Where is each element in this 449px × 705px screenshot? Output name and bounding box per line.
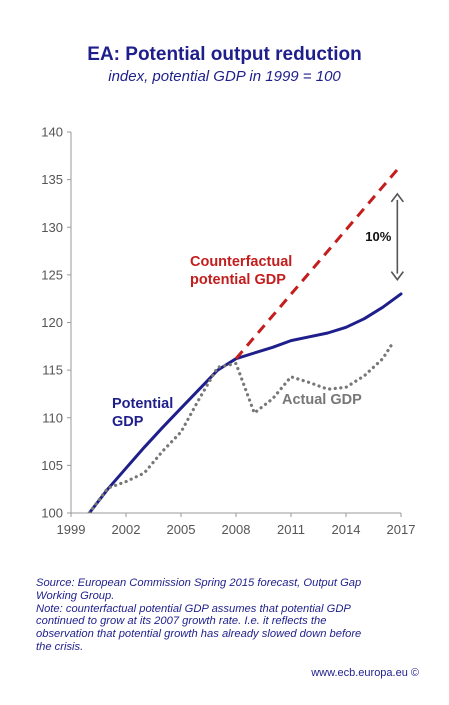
x-tick-label: 2008 bbox=[222, 522, 251, 537]
counterfactual-label-line: Counterfactual bbox=[190, 254, 292, 270]
x-tick-label: 2014 bbox=[332, 522, 361, 537]
source-line-1: Source: European Commission Spring 2015 … bbox=[36, 577, 362, 589]
y-tick-label: 115 bbox=[42, 363, 63, 378]
y-tick-label: 135 bbox=[41, 172, 63, 187]
potential-gdp-label-line: GDP bbox=[112, 414, 144, 430]
gap-label: 10% bbox=[365, 229, 391, 244]
line-chart: 100 105 110 115 120 125 130 135 140 1999 2002 2005 2… bbox=[41, 125, 416, 538]
y-tick-label: 100 bbox=[41, 506, 63, 521]
x-tick-label: 2011 bbox=[277, 522, 305, 537]
counterfactual-label-line: potential GDP bbox=[190, 272, 286, 288]
y-tick-label: 105 bbox=[41, 458, 63, 473]
y-tick-label: 120 bbox=[41, 315, 63, 330]
x-tick-label: 2017 bbox=[387, 522, 416, 537]
chart-subtitle: index, potential GDP in 1999 = 100 bbox=[108, 68, 341, 85]
counterfactual-label: Counterfactual potential GDP bbox=[190, 254, 292, 288]
actual-gdp-label: Actual GDP bbox=[282, 392, 362, 408]
potential-gdp-label: Potential GDP bbox=[112, 396, 173, 430]
y-tick-label: 130 bbox=[41, 220, 63, 235]
potential-gdp-line bbox=[87, 292, 403, 513]
website-link[interactable]: www.ecb.europa.eu © bbox=[311, 667, 419, 679]
note-line-2: continued to grow at its 2007 growth rat… bbox=[36, 615, 327, 628]
y-tick-label: 125 bbox=[41, 267, 63, 282]
chart-title: EA: Potential output reduction bbox=[87, 44, 362, 65]
note-line-4: the crisis. bbox=[36, 640, 84, 653]
x-tick-label: 2002 bbox=[112, 522, 141, 537]
note-line-3: observation that potential growth has al… bbox=[36, 628, 362, 641]
counterfactual-potential-gdp-line bbox=[234, 164, 403, 360]
y-tick-label: 110 bbox=[42, 410, 63, 425]
x-tick-label: 1999 bbox=[57, 522, 86, 537]
potential-gdp-label-line: Potential bbox=[112, 396, 173, 412]
chart-notes: Source: European Commission Spring 2015 … bbox=[36, 577, 421, 654]
note-line-1: Note: counterfactual potential GDP assum… bbox=[36, 602, 351, 615]
y-tick-label: 140 bbox=[41, 125, 63, 140]
actual-gdp-label-line: Actual GDP bbox=[282, 392, 362, 408]
actual-gdp-line bbox=[87, 339, 396, 513]
gap-arrow-head-bottom bbox=[390, 271, 404, 281]
source-line-2: Working Group. bbox=[36, 589, 115, 602]
x-tick-label: 2005 bbox=[167, 522, 196, 537]
gap-arrow-head-top bbox=[390, 192, 404, 203]
